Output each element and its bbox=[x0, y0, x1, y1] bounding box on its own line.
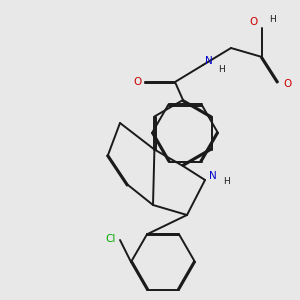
Text: N: N bbox=[205, 56, 213, 66]
Text: H: H bbox=[219, 64, 225, 74]
Text: Cl: Cl bbox=[106, 234, 116, 244]
Text: O: O bbox=[133, 77, 141, 87]
Text: H: H bbox=[224, 176, 230, 185]
Text: H: H bbox=[268, 16, 275, 25]
Text: O: O bbox=[284, 79, 292, 89]
Text: O: O bbox=[250, 17, 258, 27]
Text: N: N bbox=[209, 171, 217, 181]
